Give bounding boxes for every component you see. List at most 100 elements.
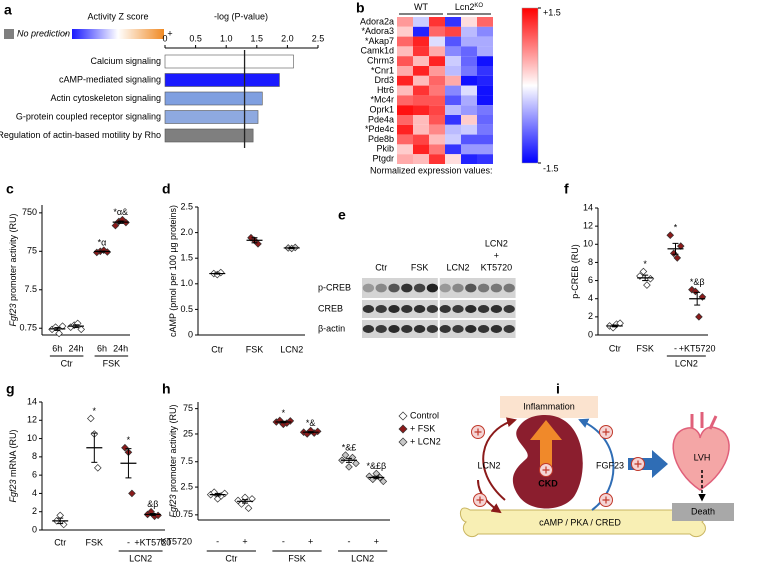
blot-band [388, 283, 400, 293]
error-bar [242, 499, 249, 504]
group-label: LCN2 [351, 553, 374, 563]
group-label: Ctr [61, 358, 73, 368]
lane-label: FSK [411, 262, 429, 272]
heat-cell [477, 154, 493, 164]
heat-cell [413, 105, 429, 115]
heat-cell [445, 26, 461, 37]
blot-band [477, 283, 490, 293]
blot-band [401, 325, 413, 333]
blot-band [465, 305, 477, 313]
bar [164, 73, 280, 87]
x-tick-label: - [347, 536, 350, 546]
annotation: *α& [113, 207, 128, 217]
row-label: Adora2a [360, 16, 394, 26]
heat-cell [445, 154, 461, 164]
heat-cell [461, 85, 477, 96]
death-label: Death [691, 506, 715, 516]
panel-letter: h [162, 381, 171, 397]
heat-cell [445, 105, 461, 115]
panel-letter: e [338, 207, 346, 223]
error-bar [642, 274, 649, 282]
heat-cell [397, 26, 413, 37]
group-name: Lcn2 [455, 2, 475, 12]
data-point [220, 489, 229, 498]
annotation: * [282, 408, 286, 418]
error-bar [251, 237, 258, 244]
data-point [128, 489, 136, 498]
row-label: *Akap7 [365, 36, 394, 46]
heat-cell [397, 134, 413, 145]
row-label: p-CREB [318, 282, 351, 292]
bar [164, 91, 263, 106]
heat-cell [413, 124, 429, 135]
x-tick-label: 2.0 [281, 33, 294, 43]
y-tick-label: 2.5 [180, 481, 193, 491]
data-point [111, 221, 120, 230]
blot-band [413, 305, 426, 313]
y-axis-title: Fgf23 mRNA (RU) [8, 429, 18, 502]
lane-label: + [494, 250, 499, 260]
blot-band [465, 283, 477, 293]
y-tick-label: 2.0 [180, 227, 193, 237]
data-point [87, 414, 95, 423]
row-label: Htr6 [377, 85, 394, 95]
heat-cell [397, 105, 413, 115]
heat-cell [429, 75, 445, 86]
x-tick-label: Ctr [211, 344, 223, 354]
data-point [244, 504, 253, 513]
heat-cell [413, 154, 429, 164]
y-axis-title: p-CREB (RU) [570, 244, 580, 299]
heat-cell [429, 26, 445, 37]
heat-cell [397, 115, 413, 125]
heat-cell [397, 95, 413, 106]
colorbar-title: Normalized expression values: [370, 165, 493, 175]
x-tick-label: LCN2 [280, 344, 303, 354]
x-tick-label: 24h [113, 343, 128, 353]
x-tick-label: - [127, 537, 130, 547]
heat-cell [397, 154, 413, 164]
blot-band [439, 325, 451, 333]
blot-membrane [362, 278, 438, 298]
blot-band [490, 325, 503, 333]
data-point [210, 488, 218, 497]
group-label: FSK [103, 358, 121, 368]
heat-cell [461, 124, 477, 135]
y-tick-label: 14 [583, 202, 593, 212]
heat-cell [445, 144, 461, 155]
panel-letter: b [356, 0, 365, 16]
error-bar [214, 272, 221, 275]
lane-label: LCN2 [446, 262, 469, 272]
row-label: Pde8b [368, 134, 394, 144]
heat-cell [477, 26, 493, 37]
error-bar [307, 431, 314, 434]
heat-cell [429, 95, 445, 106]
blot-band [490, 283, 503, 293]
y-tick-label: 7.5 [180, 456, 193, 466]
row-label: Pde4a [368, 114, 394, 124]
heart [672, 426, 730, 491]
heat-cell [429, 115, 445, 125]
heat-cell [429, 134, 445, 145]
inflammation-arrow [530, 420, 562, 470]
heat-cell [413, 66, 429, 76]
blot-band [452, 305, 464, 313]
lvh-arrow [628, 450, 668, 478]
y-tick-label: 0.5 [180, 304, 193, 314]
no-prediction-label: No prediction [17, 28, 70, 38]
panel-letter: i [556, 381, 560, 397]
heat-cell [477, 75, 493, 86]
category-label: Regulation of actin-based motility by Rh… [0, 130, 161, 140]
column-group-label: WT [414, 2, 428, 12]
category-label: G-protein coupled receptor signaling [16, 111, 161, 121]
row-label: *Adora3 [361, 26, 394, 36]
legend-swatch [398, 411, 408, 421]
error-bar [288, 246, 295, 249]
data-point [352, 459, 360, 468]
y-tick-label: 75 [183, 403, 193, 413]
heat-cell [461, 36, 477, 47]
error-bar [149, 513, 156, 516]
inflammation-box [500, 396, 598, 418]
blot-membrane [439, 300, 516, 318]
heat-cell [477, 46, 493, 57]
